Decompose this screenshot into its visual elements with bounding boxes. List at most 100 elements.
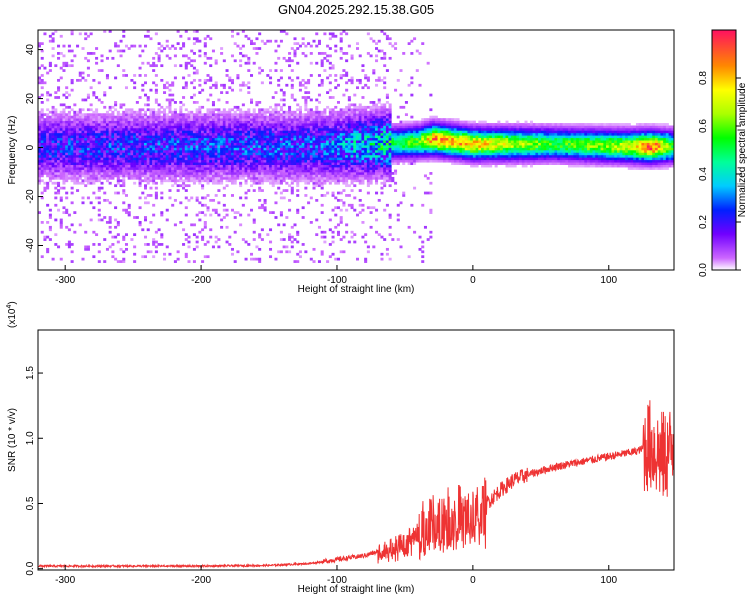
spectrogram-cell	[323, 174, 327, 178]
spectrogram-cell	[369, 140, 373, 143]
spectrogram-cell	[356, 120, 360, 124]
spectrogram-cell	[296, 142, 300, 146]
spectrogram-cell	[358, 130, 362, 134]
spectrogram-cell	[73, 172, 77, 175]
spectrogram-cell	[76, 152, 80, 156]
spectrogram-cell	[182, 162, 186, 165]
spectrogram-cell	[358, 174, 362, 178]
spectrogram-cell	[103, 191, 107, 195]
spectrogram-cell	[296, 154, 300, 158]
spectrogram-cell	[100, 123, 104, 126]
spectrogram-cell	[279, 152, 283, 156]
spectrogram-cell	[127, 135, 131, 139]
spectrogram-cell	[377, 162, 381, 165]
spectrogram-cell	[84, 167, 88, 170]
spectrogram-cell	[369, 164, 373, 168]
spectrogram-cell	[244, 142, 248, 146]
spectrogram-cell	[95, 96, 99, 99]
spectrogram-cell	[247, 243, 251, 246]
spectrogram-cell	[179, 105, 183, 109]
spectrogram-cell	[375, 145, 379, 148]
spectrogram-cell	[282, 110, 286, 114]
spectrogram-cell	[192, 52, 196, 55]
spectrogram-cell	[328, 181, 332, 185]
spectrogram-cell	[383, 118, 387, 121]
spectrogram-cell	[173, 164, 177, 168]
spectrogram-cell	[97, 201, 101, 205]
spectrogram-cell	[263, 159, 267, 163]
spectrogram-cell	[190, 123, 194, 126]
spectrogram-cell	[144, 196, 148, 200]
spectrogram-cell	[203, 127, 207, 131]
spectrogram-cell	[195, 167, 199, 170]
spectrogram-cell	[372, 105, 376, 109]
spectrogram-cell	[122, 162, 126, 165]
spectrogram-cell	[277, 154, 281, 158]
spectrogram-cell	[48, 127, 52, 131]
spectrogram-cell	[358, 145, 362, 148]
spectrogram-cell	[195, 147, 199, 151]
spectrogram-cell	[116, 123, 120, 126]
spectrogram-cell	[279, 127, 283, 131]
spectrogram-cell	[160, 154, 164, 158]
spectrogram-cell	[149, 162, 153, 165]
spectrogram-cell	[372, 154, 376, 158]
spectrogram-cell	[122, 250, 126, 254]
spectrogram-cell	[255, 154, 259, 158]
spectrogram-cell	[76, 181, 80, 185]
spectrogram-cell	[239, 83, 243, 87]
spectrogram-cell	[70, 191, 74, 195]
spectrogram-cell	[277, 176, 281, 180]
spectrogram-cell	[282, 113, 286, 117]
spectrogram-cell	[353, 157, 357, 161]
spectrogram-cell	[168, 83, 172, 87]
spectrogram-cell	[336, 120, 340, 124]
spectrogram-cell	[288, 56, 292, 60]
spectrogram-cell	[198, 230, 202, 234]
spectrogram-cell	[130, 150, 134, 153]
spectrogram-cell	[274, 39, 278, 43]
spectrogram-cell	[65, 91, 69, 94]
spectrogram-cell	[141, 108, 145, 112]
spectrogram-cell	[130, 238, 134, 241]
spectrogram-cell	[342, 145, 346, 148]
spectrogram-cell	[119, 167, 123, 170]
spectrogram-cell	[266, 132, 270, 136]
spectrogram-cell	[214, 147, 218, 151]
spectrogram-cell	[274, 105, 278, 109]
spectrogram-cell	[328, 132, 332, 136]
spectrogram-cell	[116, 137, 120, 141]
spectrogram-cell	[171, 159, 175, 163]
spectrogram-cell	[154, 123, 158, 126]
spectrogram-cell	[116, 110, 120, 114]
spectrogram-cell	[138, 130, 142, 134]
spectrogram-cell	[179, 110, 183, 114]
spectrogram-cell	[301, 78, 305, 82]
spectrogram-cell	[239, 162, 243, 165]
spectrogram-cell	[366, 145, 370, 148]
spectrogram-cell	[206, 152, 210, 156]
spectrogram-cell	[160, 120, 164, 124]
spectrogram-cell	[146, 243, 150, 246]
spectrogram-cell	[282, 147, 286, 151]
spectrogram-cell	[250, 152, 254, 156]
spectrogram-cell	[203, 130, 207, 134]
spectrogram-cell	[347, 169, 351, 173]
spectrogram-cell	[255, 167, 259, 170]
spectrogram-cell	[67, 174, 71, 178]
spectrogram-cell	[347, 152, 351, 156]
spectrogram-cell	[144, 142, 148, 146]
spectrogram-cell	[342, 167, 346, 170]
spectrogram-cell	[73, 110, 77, 114]
spectrogram-cell	[114, 257, 118, 261]
spectrogram-cell	[62, 118, 66, 121]
spectrogram-cell	[195, 115, 199, 119]
spectrogram-cell	[46, 221, 50, 224]
spectrogram-cell	[122, 30, 126, 33]
spectrogram-cell	[279, 174, 283, 178]
spectrogram-cell	[233, 154, 237, 158]
spectrogram-cell	[84, 147, 88, 151]
spectrogram-cell	[211, 172, 215, 175]
spectrogram-cell	[89, 169, 93, 173]
spectrogram-cell	[141, 83, 145, 87]
